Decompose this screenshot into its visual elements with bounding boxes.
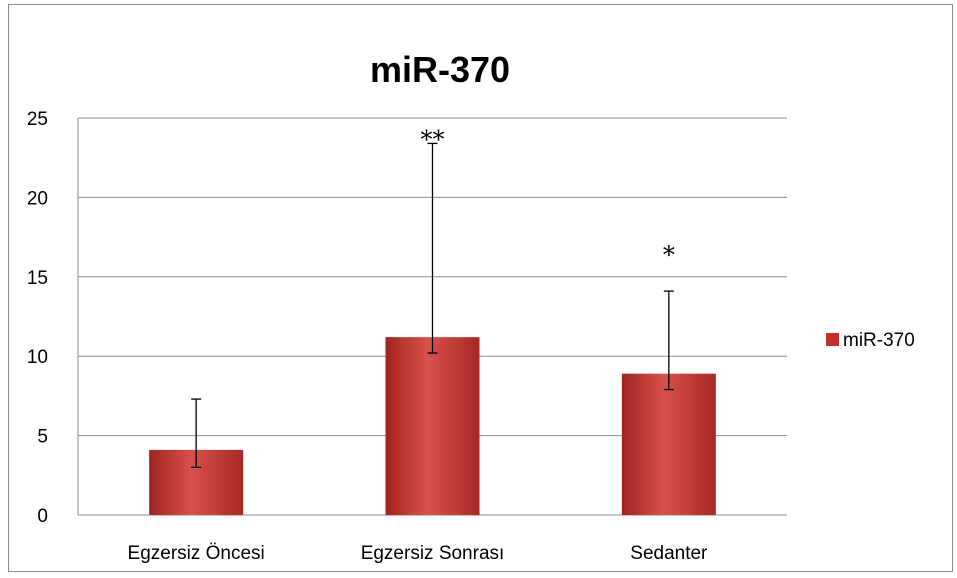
bar [385,337,480,515]
significance-marker: * [663,241,675,269]
y-tick-label: 5 [37,427,48,448]
y-tick-label: 20 [27,188,48,209]
x-category-label: Egzersiz Öncesi [128,543,265,564]
y-tick-label: 15 [27,268,48,289]
y-axis-ticks: 0 5 10 15 20 25 [27,109,48,527]
y-tick-label: 10 [27,347,48,368]
legend-swatch [826,333,839,346]
x-category-label: Sedanter [630,543,708,564]
x-category-label: Egzersiz Sonrası [361,543,505,564]
x-axis-categories: Egzersiz Öncesi Egzersiz Sonrası Sedanter [128,543,709,564]
legend: miR-370 [826,330,915,351]
bar [621,373,716,515]
chart-title: miR-370 [370,49,510,90]
bars: *** [149,125,716,515]
y-tick-label: 25 [27,109,48,130]
y-tick-label: 0 [37,506,48,527]
legend-label: miR-370 [843,330,915,351]
significance-marker: ** [421,125,445,153]
